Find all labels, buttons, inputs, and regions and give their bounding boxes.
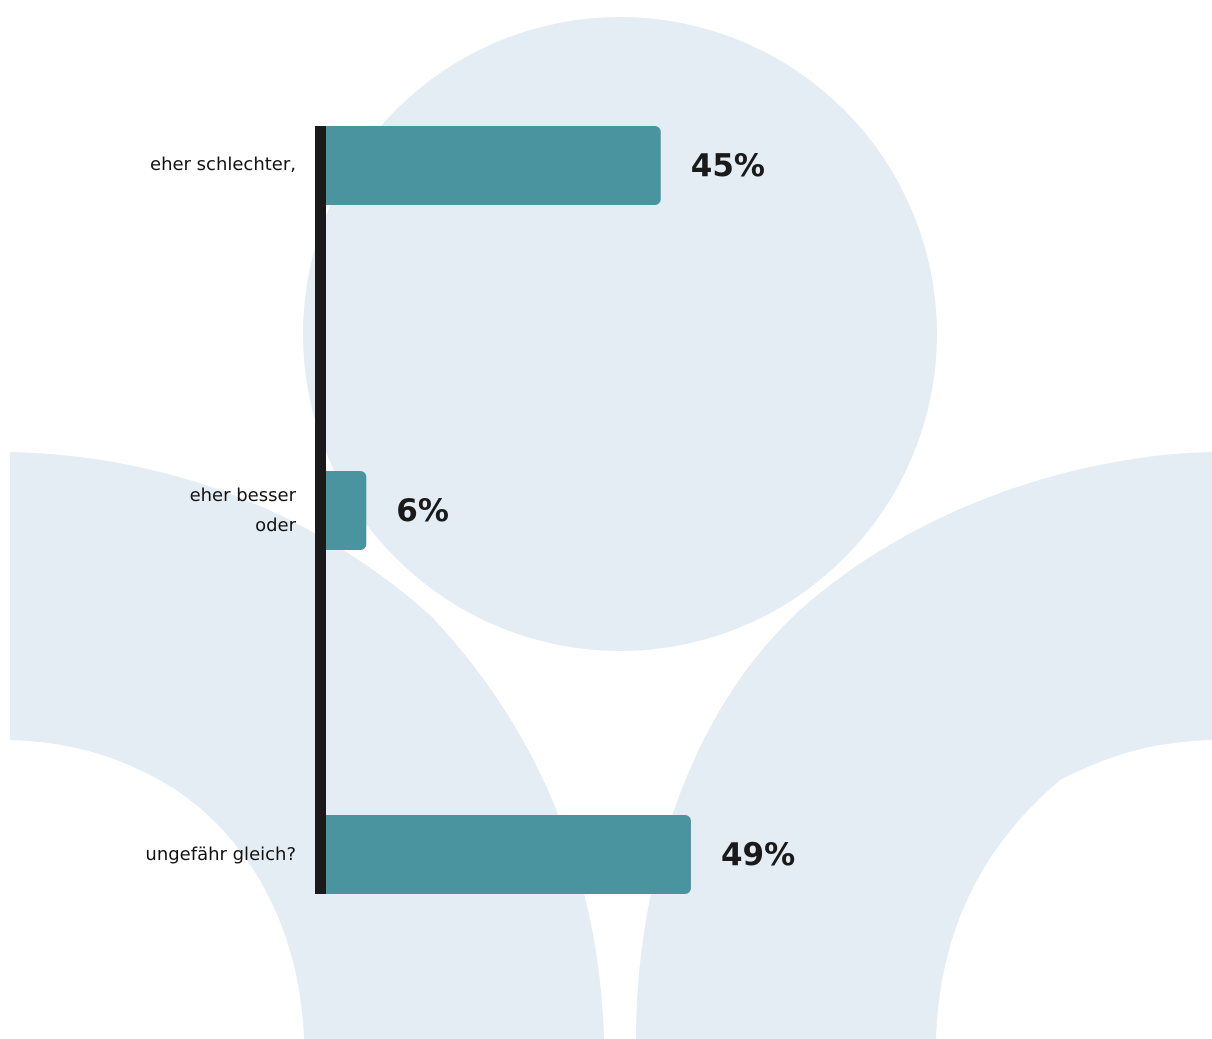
y-axis-line (315, 126, 326, 894)
category-label-eher-besser-oder: eher besser oder (189, 485, 296, 536)
data-label-eher-schlechter: 45% (690, 147, 765, 184)
bar-eher-besser-oder (321, 471, 367, 550)
bar-ungefaehr-gleich (321, 815, 691, 894)
category-label-ungefaehr-gleich: ungefähr gleich? (145, 844, 296, 865)
data-label-eher-besser-oder: 6% (396, 492, 449, 529)
bar-eher-schlechter (321, 126, 661, 205)
category-label-eher-schlechter: eher schlechter, (150, 154, 296, 175)
data-label-ungefaehr-gleich: 49% (720, 836, 796, 873)
background-arc-right (636, 452, 1212, 1039)
